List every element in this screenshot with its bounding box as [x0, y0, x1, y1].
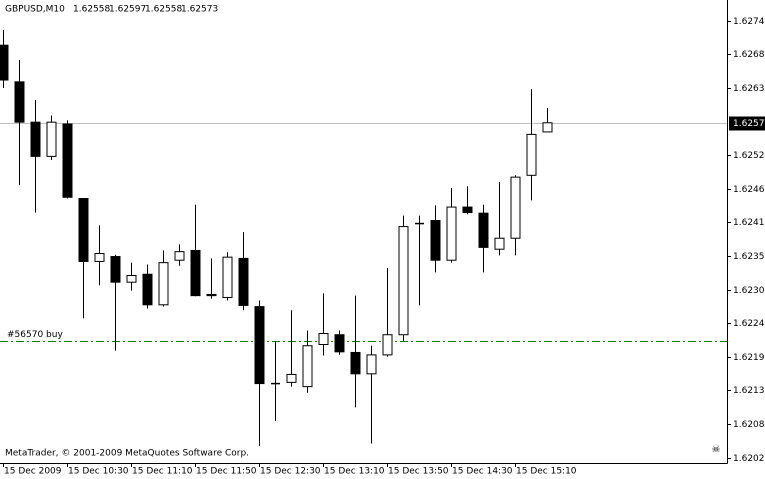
candle-body — [398, 226, 409, 336]
candle-body — [190, 249, 201, 297]
chart-title: GBPUSD,M10 — [5, 5, 65, 15]
x-tick-label: 15 Dec 11:10 — [132, 467, 193, 477]
candle-body — [254, 306, 265, 385]
candle-body — [446, 206, 457, 261]
y-tick-label: 1.62465 — [733, 185, 765, 195]
candle-body — [494, 237, 505, 250]
y-tick-label: 1.62740 — [733, 17, 765, 27]
header-value: 1.62558 — [73, 5, 110, 15]
x-tick-label: 15 Dec 15:10 — [516, 467, 577, 477]
candle-body — [158, 262, 169, 306]
candle-body — [382, 334, 393, 356]
candle-body — [126, 274, 137, 283]
header-value: 1.62597 — [109, 5, 146, 15]
candle-body — [542, 122, 553, 133]
current-price-box — [729, 116, 765, 131]
candle-body — [318, 333, 329, 346]
x-tick-label: 15 Dec 14:30 — [452, 467, 513, 477]
expert-icon: ☠ — [712, 444, 721, 455]
y-tick-label: 1.62080 — [733, 420, 765, 430]
candle-body — [526, 133, 537, 176]
candle-body — [334, 334, 345, 353]
candle-body — [46, 121, 57, 157]
y-tick-label: 1.62245 — [733, 319, 765, 329]
candle-body — [30, 121, 41, 157]
y-tick-label: 1.62685 — [733, 50, 765, 60]
candle-body — [0, 44, 9, 81]
candle-body — [62, 123, 73, 198]
header: GBPUSD,M10 — [5, 5, 65, 15]
candle-body — [94, 252, 105, 262]
candle-body — [222, 256, 233, 298]
candle-body — [14, 81, 25, 123]
x-tick-label: 15 Dec 2009 — [4, 467, 62, 477]
candle-body — [510, 176, 521, 239]
x-tick-label: 15 Dec 13:50 — [388, 467, 449, 477]
x-tick-label: 15 Dec 13:10 — [324, 467, 385, 477]
y-tick-label: 1.62410 — [733, 218, 765, 228]
x-tick-label: 15 Dec 11:50 — [196, 467, 257, 477]
candle-body — [286, 373, 297, 383]
candle-body — [142, 273, 153, 306]
candle-body — [174, 251, 185, 261]
candle-body — [302, 345, 313, 388]
y-tick-label: 1.62630 — [733, 84, 765, 94]
x-tick-label: 15 Dec 10:30 — [68, 467, 129, 477]
footer: MetaTrader, © 2001-2009 MetaQuotes Softw… — [5, 449, 249, 459]
candle-body — [478, 212, 489, 248]
candle-body — [110, 256, 121, 283]
y-tick-label: 1.62300 — [733, 286, 765, 296]
y-tick-label: 1.62025 — [733, 454, 765, 464]
candle-body — [430, 220, 441, 261]
x-tick-label: 15 Dec 12:30 — [260, 467, 321, 477]
candle-body — [206, 293, 217, 297]
candle-body — [350, 351, 361, 375]
y-tick-label: 1.62135 — [733, 386, 765, 396]
header-value: 1.62573 — [181, 5, 218, 15]
candle-body — [366, 354, 377, 375]
candle-body — [238, 257, 249, 306]
current-price-label: 1.62573 — [733, 119, 765, 129]
candle-body — [462, 206, 473, 214]
header-value: 1.62558 — [145, 5, 182, 15]
y-tick-label: 1.62520 — [733, 151, 765, 161]
y-tick-label: 1.62190 — [733, 353, 765, 363]
candle-body — [78, 198, 89, 262]
order-label: #56570 buy — [7, 330, 63, 340]
y-tick-label: 1.62355 — [733, 252, 765, 262]
